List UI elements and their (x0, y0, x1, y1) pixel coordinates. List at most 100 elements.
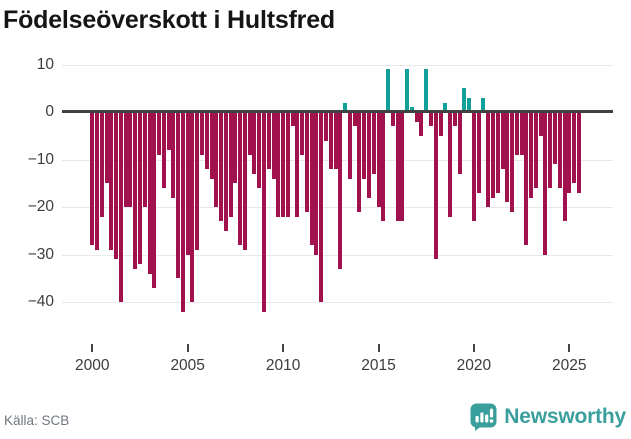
bar (195, 112, 200, 250)
bar (281, 112, 286, 217)
bar (414, 112, 419, 122)
y-axis-tick-label: −30 (27, 245, 54, 263)
bar (476, 112, 481, 193)
bar (290, 112, 295, 127)
bar (357, 112, 362, 212)
bar (347, 112, 352, 179)
x-axis-tick (472, 344, 475, 352)
y-axis-tick-label: 0 (45, 103, 54, 120)
bar (519, 112, 524, 155)
bar (533, 112, 538, 188)
bar (276, 112, 281, 217)
bar (562, 112, 567, 222)
bar (471, 112, 476, 222)
bar (190, 112, 195, 302)
bar (428, 112, 433, 127)
bar (152, 112, 157, 288)
x-axis-tick-label: 2020 (456, 357, 492, 374)
bar (543, 112, 548, 255)
bar (200, 112, 204, 155)
bar (371, 112, 376, 174)
bar (538, 112, 543, 136)
bar (333, 112, 338, 169)
newsworthy-icon (470, 403, 497, 431)
bar (490, 112, 495, 198)
x-axis-tick-label: 2025 (552, 357, 587, 374)
bar (548, 112, 553, 188)
bar (376, 112, 381, 207)
x-axis-tick (282, 344, 285, 352)
bar (95, 112, 100, 250)
bar (161, 112, 166, 188)
bar (228, 112, 233, 217)
bar (138, 112, 142, 264)
x-axis-tick (568, 344, 571, 352)
bar (352, 112, 357, 127)
bar (395, 112, 400, 222)
bar (409, 107, 414, 112)
y-axis-tick-label: −40 (27, 293, 54, 310)
bar (366, 112, 371, 198)
bar (481, 97, 486, 112)
bar (171, 112, 176, 198)
bar (400, 112, 405, 222)
bar (486, 112, 491, 207)
bar (271, 112, 276, 179)
gridline (62, 207, 613, 208)
bar (448, 112, 453, 217)
bar (381, 112, 386, 222)
bar (424, 69, 429, 112)
x-axis-tick (377, 344, 380, 352)
bar (495, 112, 500, 193)
y-axis-tick-label: −20 (27, 198, 54, 215)
bar (510, 112, 515, 212)
bar (285, 112, 290, 217)
bar (204, 112, 209, 169)
bar (166, 112, 171, 150)
bar (438, 112, 443, 136)
x-axis-tick-label: 2005 (170, 357, 205, 374)
bar (314, 112, 319, 255)
bar (209, 112, 214, 179)
bar (133, 112, 138, 269)
x-axis-tick-label: 2015 (361, 357, 396, 374)
bar (233, 112, 238, 184)
bar (104, 112, 109, 184)
bar (309, 112, 314, 245)
bar (109, 112, 114, 250)
bar (572, 112, 577, 184)
bar (99, 112, 104, 217)
chart-title: Födelseöverskott i Hultsfred (3, 6, 335, 34)
y-axis-tick-label: −10 (27, 150, 54, 168)
bar (114, 112, 119, 260)
bar (405, 69, 410, 112)
gridline (62, 64, 613, 66)
bar (300, 112, 305, 155)
bar (304, 112, 309, 212)
bar (219, 112, 224, 222)
bar (452, 112, 457, 127)
bar (252, 112, 257, 174)
bar (567, 112, 572, 193)
bar (147, 112, 152, 274)
gridline (62, 302, 613, 303)
bar (500, 112, 505, 169)
bar (223, 112, 228, 231)
bar (467, 97, 472, 112)
bar (185, 112, 190, 255)
newsworthy-logo[interactable]: Newsworthy (470, 403, 626, 431)
x-axis-tick (91, 344, 94, 352)
bar (514, 112, 519, 155)
bar (557, 112, 562, 188)
bar (123, 112, 128, 207)
bar (247, 112, 252, 155)
bar (142, 112, 147, 207)
bar (529, 112, 534, 198)
x-axis-tick (186, 344, 189, 352)
bar (419, 112, 424, 136)
bar (238, 112, 243, 245)
bar (257, 112, 262, 188)
bar (128, 112, 133, 207)
bar (576, 112, 581, 193)
